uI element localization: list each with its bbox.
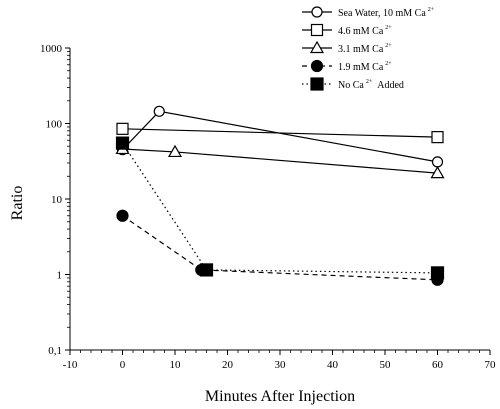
x-ticks: -10 0 10 20 30 40 50 60 70: [63, 350, 496, 371]
data-point-no-ca: [199, 263, 214, 277]
y-tick-label: 100: [46, 119, 63, 131]
legend-name: 1.9 mM Ca: [338, 62, 384, 73]
legend-label-3-1mm: 3.1 mM Ca 2+: [338, 43, 392, 55]
axes: [69, 48, 490, 351]
data-point-3-1mm: [430, 165, 445, 179]
legend-marker-no-ca: [310, 77, 324, 91]
legend-label-sea-water: Sea Water, 10 mM Ca 2+: [338, 7, 435, 19]
y-axis-label: Ratio: [9, 186, 26, 221]
legend-marker-sea-water: [311, 6, 323, 18]
legend-name: 3.1 mM Ca: [338, 44, 384, 55]
legend-superscript: 2+: [428, 7, 435, 13]
series-line-4-6mm: [122, 128, 438, 138]
legend-label-1-9mm: 1.9 mM Ca 2+: [338, 61, 392, 73]
legend-suffix: Added: [377, 80, 404, 91]
legend-label-4-6mm: 4.6 mM Ca 2+: [338, 25, 392, 37]
x-axis-label: Minutes After Injection: [205, 388, 355, 405]
y-tick-label: 0,1: [48, 345, 62, 357]
x-tick-label: 50: [380, 359, 392, 371]
legend-superscript: 2+: [385, 25, 392, 31]
legend-superscript: 2+: [385, 61, 392, 67]
data-point-sea-water: [431, 156, 444, 168]
legend-superscript: 2+: [366, 79, 373, 85]
data-point-sea-water: [153, 105, 165, 117]
y-tick-label: 10: [51, 194, 63, 206]
x-tick-label: 20: [222, 359, 234, 371]
legend: Sea Water, 10 mM Ca 2+4.6 mM Ca 2+3.1 mM C…: [302, 6, 435, 91]
legend-marker-1-9mm: [310, 59, 324, 73]
legend-superscript: 2+: [385, 43, 392, 49]
series-line-1-9mm: [122, 215, 438, 281]
y-tick-label: 1: [57, 270, 63, 282]
data-point-1-9mm: [116, 209, 129, 222]
data-point-4-6mm: [431, 131, 444, 144]
x-tick-label: 70: [485, 359, 497, 371]
data-point-no-ca: [115, 136, 130, 150]
series-line-3-1mm: [122, 148, 438, 174]
x-tick-label: 60: [432, 359, 444, 371]
legend-marker-3-1mm: [309, 40, 325, 54]
data-point-4-6mm: [116, 122, 129, 135]
x-tick-label: 0: [120, 359, 126, 371]
x-tick-label: 30: [275, 359, 287, 371]
x-tick-label: -10: [63, 359, 78, 371]
series-line-no-ca: [121, 142, 438, 274]
x-tick-label: 40: [327, 359, 339, 371]
legend-name: 4.6 mM Ca: [338, 26, 384, 37]
legend-label-no-ca: No Ca 2+ Added: [338, 79, 404, 91]
data-point-3-1mm: [167, 144, 183, 158]
x-tick-label: 10: [170, 359, 182, 371]
data-point-no-ca: [430, 266, 445, 280]
series-layer: [115, 105, 445, 286]
y-ticks: 0,1 1 10 100 1000: [40, 43, 70, 357]
y-tick-label: 1000: [40, 43, 63, 55]
legend-name: No Ca: [338, 80, 364, 91]
legend-name: Sea Water, 10 mM Ca: [338, 8, 426, 19]
legend-marker-4-6mm: [310, 23, 324, 37]
